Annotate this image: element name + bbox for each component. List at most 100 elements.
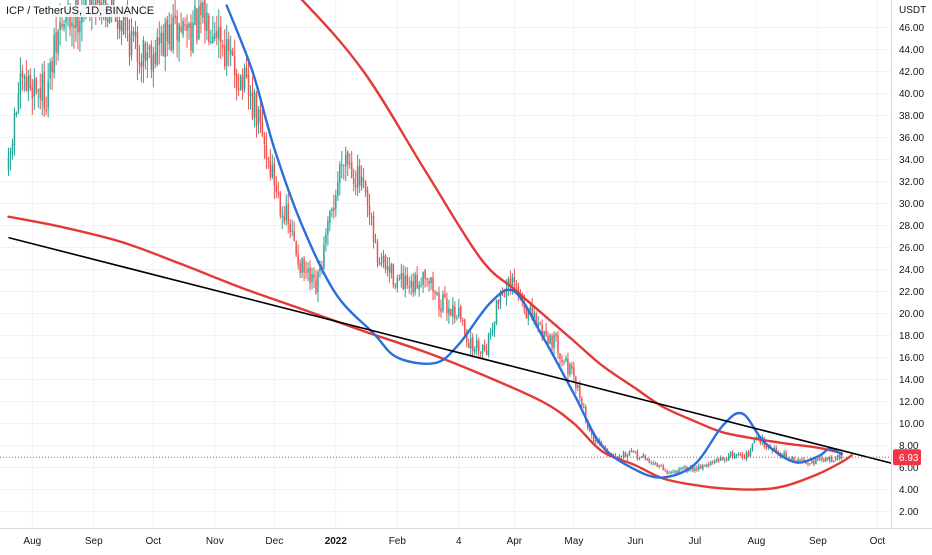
- price-axis[interactable]: 2.00 4.00 6.00 8.00 10.00 12.00 14.00 16.00 18.0…: [899, 23, 924, 518]
- candle-body: [59, 21, 61, 30]
- candle-body: [561, 360, 563, 362]
- price-tick-label: 36.00: [899, 133, 924, 144]
- price-tick-label: 30.00: [899, 199, 924, 210]
- candle-body: [632, 450, 635, 453]
- candle-body: [466, 332, 468, 343]
- candle-body: [186, 24, 188, 31]
- price-tick-label: 6.00: [899, 463, 919, 474]
- candle-body: [565, 357, 567, 361]
- candle-body: [706, 464, 708, 467]
- candle-body: [188, 23, 190, 28]
- time-tick-label: Sep: [809, 536, 827, 547]
- candle-body: [473, 349, 476, 352]
- candle-body: [350, 161, 353, 178]
- time-tick-label: Aug: [747, 536, 765, 547]
- candle-body: [620, 456, 623, 458]
- candle-body: [368, 205, 371, 216]
- candle-body: [27, 75, 30, 92]
- candle-body: [214, 32, 216, 39]
- candle-body: [9, 151, 12, 156]
- candle-body: [485, 350, 488, 355]
- candle-body: [218, 27, 220, 40]
- candle-body: [255, 92, 258, 126]
- candle-body: [315, 279, 317, 294]
- candle-body: [333, 207, 335, 211]
- candle-body: [287, 203, 289, 224]
- candle-body: [489, 333, 492, 335]
- candle-body: [118, 20, 121, 31]
- candle-body: [128, 33, 131, 57]
- candle-body: [467, 342, 470, 348]
- candle-body: [660, 465, 662, 467]
- candle-body: [501, 291, 504, 296]
- candle-body: [551, 335, 553, 348]
- candle-body: [739, 454, 742, 456]
- candle-body: [684, 466, 686, 468]
- candle-body: [710, 461, 712, 466]
- candle-body: [723, 458, 726, 461]
- candle-body: [51, 61, 53, 73]
- candle-body: [73, 24, 75, 29]
- candle-body: [283, 215, 285, 223]
- candle-body: [721, 457, 724, 461]
- candle-body: [245, 67, 248, 77]
- symbol-title: ICP / TetherUS, 1D, BINANCE: [4, 5, 157, 17]
- candle-body: [160, 32, 163, 44]
- candle-body: [388, 266, 391, 273]
- time-tick-label: Dec: [265, 536, 283, 547]
- candle-body: [33, 79, 36, 97]
- time-tick-label: Jul: [688, 536, 701, 547]
- candle-body: [456, 317, 458, 319]
- candle-body: [398, 278, 401, 280]
- time-tick-label: Feb: [389, 536, 407, 547]
- candle-body: [253, 92, 256, 117]
- candle-body: [646, 458, 649, 460]
- candle-body: [765, 445, 768, 448]
- candle-body: [674, 471, 676, 473]
- candle-body: [497, 300, 500, 304]
- candle-body: [37, 89, 40, 92]
- time-axis[interactable]: Aug Sep Oct Nov Dec 2022 Feb 4 Apr May Jun Jul Aug Se…: [23, 536, 885, 547]
- candle-body: [672, 471, 674, 473]
- candle-body: [569, 364, 571, 375]
- candle-body: [708, 464, 710, 466]
- candle-body: [577, 385, 579, 389]
- candle-body: [444, 294, 446, 298]
- candle-body: [729, 451, 732, 456]
- candle-body: [384, 255, 387, 269]
- candle-body: [71, 22, 73, 27]
- candle-body: [170, 24, 172, 51]
- candle-body: [366, 190, 369, 207]
- price-tick-label: 42.00: [899, 67, 924, 78]
- candle-body: [374, 241, 377, 244]
- candle-body: [483, 345, 486, 350]
- candle-body: [711, 461, 714, 463]
- candle-body: [166, 19, 168, 42]
- candle-body: [513, 277, 516, 283]
- candle-body: [289, 223, 291, 233]
- candle-body: [416, 275, 418, 288]
- candle-body: [799, 459, 801, 461]
- candle-body: [15, 112, 18, 116]
- candle-body: [662, 465, 664, 471]
- trendline: [8, 236, 892, 464]
- candle-body: [418, 284, 420, 290]
- time-tick-label: Apr: [507, 536, 523, 547]
- candle-body: [838, 455, 841, 459]
- candle-body: [319, 267, 321, 272]
- price-tick-label: 38.00: [899, 111, 924, 122]
- candle-body: [364, 180, 367, 193]
- candle-body: [529, 307, 531, 310]
- candle-body: [47, 81, 49, 109]
- candle-body: [541, 324, 543, 338]
- candle-body: [634, 451, 637, 453]
- candle-body: [190, 22, 192, 51]
- candle-body: [378, 262, 381, 266]
- candle-body: [61, 23, 63, 27]
- candle-body: [589, 428, 591, 431]
- candle-body: [386, 265, 389, 270]
- candle-body: [291, 230, 293, 232]
- candle-body: [741, 454, 744, 458]
